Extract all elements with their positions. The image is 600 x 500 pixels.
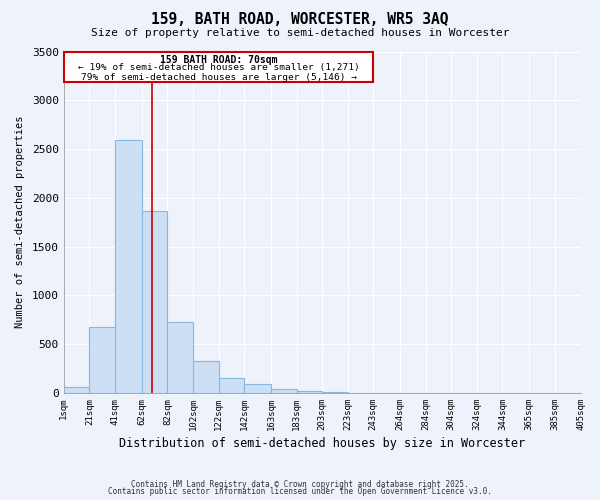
FancyBboxPatch shape bbox=[64, 52, 373, 82]
Bar bbox=[64, 387, 89, 393]
Text: ← 19% of semi-detached houses are smaller (1,271): ← 19% of semi-detached houses are smalle… bbox=[77, 63, 359, 72]
Bar bbox=[167, 322, 193, 393]
Bar bbox=[142, 210, 167, 393]
Bar bbox=[115, 140, 142, 393]
Bar bbox=[89, 326, 115, 393]
Bar bbox=[244, 384, 271, 393]
Bar bbox=[193, 361, 218, 393]
Text: 79% of semi-detached houses are larger (5,146) →: 79% of semi-detached houses are larger (… bbox=[80, 73, 356, 82]
Bar bbox=[271, 389, 296, 393]
Text: 159, BATH ROAD, WORCESTER, WR5 3AQ: 159, BATH ROAD, WORCESTER, WR5 3AQ bbox=[151, 12, 449, 28]
Text: 159 BATH ROAD: 70sqm: 159 BATH ROAD: 70sqm bbox=[160, 56, 277, 66]
Text: Size of property relative to semi-detached houses in Worcester: Size of property relative to semi-detach… bbox=[91, 28, 509, 38]
X-axis label: Distribution of semi-detached houses by size in Worcester: Distribution of semi-detached houses by … bbox=[119, 437, 525, 450]
Bar bbox=[218, 378, 244, 393]
Text: Contains public sector information licensed under the Open Government Licence v3: Contains public sector information licen… bbox=[108, 488, 492, 496]
Bar bbox=[296, 392, 322, 393]
Text: Contains HM Land Registry data © Crown copyright and database right 2025.: Contains HM Land Registry data © Crown c… bbox=[131, 480, 469, 489]
Y-axis label: Number of semi-detached properties: Number of semi-detached properties bbox=[15, 116, 25, 328]
